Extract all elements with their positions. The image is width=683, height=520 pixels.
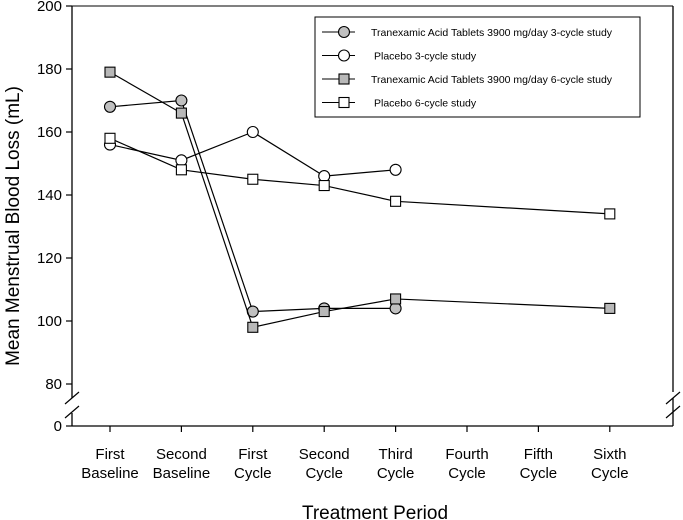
x-tick-label: First Baseline [81,446,139,482]
data-point [318,180,330,192]
series-line [109,137,610,215]
y-tick-label: 200 [37,0,62,15]
data-point [175,154,188,167]
right-axis-break-mark [665,405,681,419]
y-tick-label: 100 [37,313,62,330]
x-tick-label: Third Cycle [377,446,415,482]
series-layer [103,66,616,333]
axes: 0 80 100 120 140 160 180 200 First Baseline Second… [37,0,681,482]
x-axis-title: Treatment Period [302,503,448,520]
y-tick-label: 140 [37,187,62,204]
data-point [318,170,331,183]
series-line [109,131,396,177]
data-point [318,305,330,318]
series-2 [103,125,402,183]
series-line [109,71,610,329]
legend-box [314,16,641,118]
x-tick-label: Sixth Cycle [591,446,629,482]
legend-marker [338,73,350,85]
right-axis-break-mark [665,391,681,405]
y-axis-break-mark [64,405,80,419]
x-tick-label: Fifth Cycle [520,446,558,482]
data-point [175,107,187,119]
data-point [604,208,616,220]
y-tick-label: 180 [37,61,62,78]
legend-label: Tranexamic Acid Tablets 3900 mg/day 6-cy… [371,74,613,86]
y-tick-label: 80 [45,376,62,393]
x-tick-label: Second Baseline [153,446,211,482]
data-point [175,94,188,107]
data-point [246,125,259,139]
legend-marker [337,25,351,39]
data-point [103,100,117,113]
legend-label: Tranexamic Acid Tablets 3900 mg/day 3-cy… [371,27,613,39]
legend-label: Placebo 6-cycle study [374,98,477,110]
data-point [390,195,402,207]
data-point [247,173,259,185]
legend-marker [337,49,351,62]
legend-marker [338,96,350,109]
data-point [604,302,616,314]
data-point [389,302,402,315]
legend-label: Placebo 3-cycle study [374,51,477,63]
data-point [247,321,259,333]
x-tick-label: Fourth Cycle [445,446,488,482]
data-point [104,66,116,78]
data-point [390,293,402,305]
series-4 [104,132,616,220]
y-tick-label: 120 [37,250,62,267]
y-axis-title: Mean Menstrual Blood Loss (mL) [3,86,24,366]
y-axis-break-mark [64,391,80,405]
x-tick-label: First Cycle [234,446,272,482]
series-3 [104,66,616,333]
legend: Tranexamic Acid Tablets 3900 mg/day 3-cy… [314,16,641,118]
y-tick-label: 160 [37,124,62,141]
y-tick-label: 0 [54,418,62,435]
x-tick-label: Second Cycle [299,446,350,482]
data-point [389,163,402,176]
data-point [175,164,187,176]
data-point [104,132,116,144]
